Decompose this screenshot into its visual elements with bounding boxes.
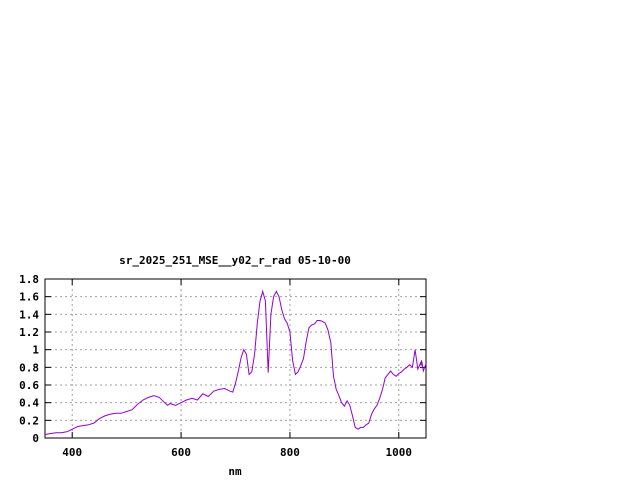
y-tick-label: 0.2 — [19, 414, 39, 427]
x-axis-label: nm — [228, 465, 242, 478]
grid — [45, 279, 426, 438]
y-tick-label: 1.2 — [19, 326, 39, 339]
y-tick-label: 1.8 — [19, 273, 39, 286]
plot-frame — [44, 278, 427, 439]
y-tick-label: 1.6 — [19, 291, 39, 304]
y-tick-label: 1 — [32, 344, 39, 357]
series-line — [44, 289, 427, 435]
x-tick-label: 400 — [62, 446, 82, 459]
y-tick-label: 1.4 — [19, 308, 39, 321]
y-tick-label: 0.4 — [19, 397, 39, 410]
axis-ticks: 0 0.2 0.4 0.6 0.8 1 1.2 1.4 1.6 1.8 400 600 800 1000 — [19, 273, 426, 459]
x-tick-label: 800 — [280, 446, 300, 459]
chart-title: sr_2025_251_MSE__y02_r_rad 05-10-00 — [119, 254, 351, 267]
x-tick-label: 1000 — [386, 446, 413, 459]
y-tick-label: 0 — [32, 432, 39, 445]
y-tick-label: 0.8 — [19, 361, 39, 374]
x-tick-label: 600 — [171, 446, 191, 459]
y-tick-label: 0.6 — [19, 379, 39, 392]
